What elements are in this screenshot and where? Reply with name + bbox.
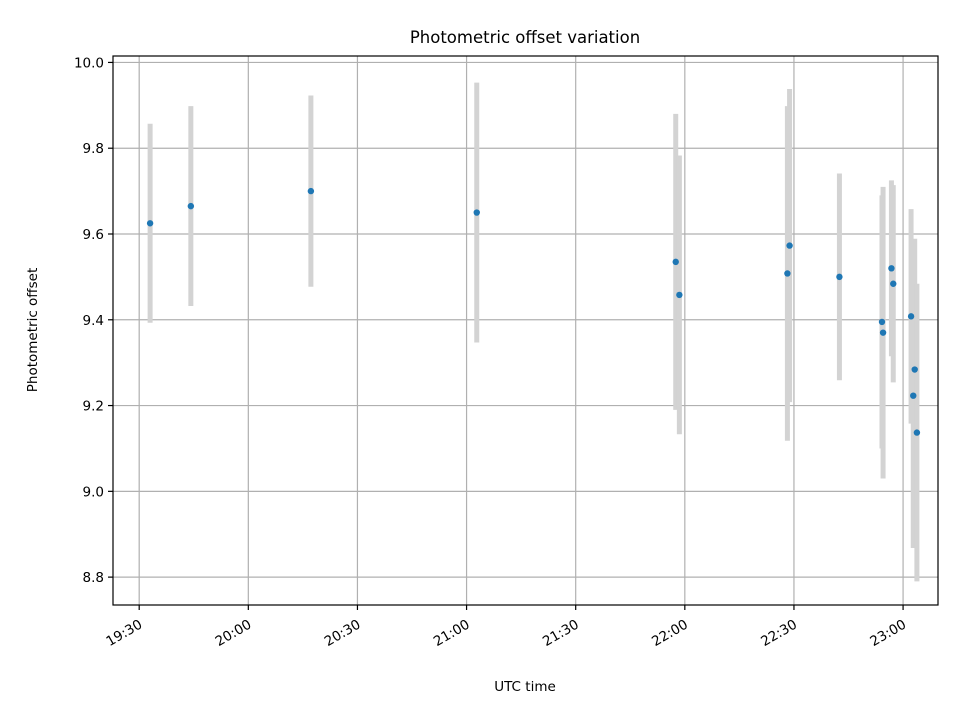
data-point xyxy=(879,329,887,336)
data-point xyxy=(672,258,679,266)
chart-title: Photometric offset variation xyxy=(410,28,640,47)
y-axis-label: Photometric offset xyxy=(25,268,41,392)
x-tick-label: 20:00 xyxy=(213,617,255,650)
y-axis-ticks: 8.8 9.0 9.2 9.4 9.6 9.8 10.0 xyxy=(74,55,113,586)
data-point xyxy=(676,291,683,299)
data-point xyxy=(473,209,480,216)
x-tick-label: 22:00 xyxy=(649,617,691,650)
data-point xyxy=(911,366,918,373)
y-tick-label: 9.2 xyxy=(83,399,104,415)
data-point xyxy=(307,187,315,195)
y-tick-label: 9.6 xyxy=(83,227,104,243)
x-tick-label: 21:00 xyxy=(431,617,473,650)
x-axis-ticks: 19:30 20:00 20:30 21:00 21:30 22:00 22:30 23:00 xyxy=(103,605,909,650)
y-tick-label: 8.8 xyxy=(83,570,104,586)
x-tick-label: 20:30 xyxy=(322,617,364,650)
data-point xyxy=(888,265,895,272)
data-point xyxy=(836,273,843,281)
x-axis-label: UTC time xyxy=(494,679,556,695)
data-point xyxy=(786,242,793,249)
data-point xyxy=(146,220,154,227)
data-point xyxy=(187,202,195,210)
error-bars xyxy=(147,82,920,582)
data-point xyxy=(878,318,886,326)
data-point xyxy=(913,429,921,436)
data-point xyxy=(910,392,917,399)
y-tick-label: 9.8 xyxy=(83,141,104,157)
data-points xyxy=(146,187,921,436)
plot-frame xyxy=(112,55,939,606)
grid-lines xyxy=(113,56,938,605)
y-tick-label: 10.0 xyxy=(74,55,104,71)
x-tick-label: 19:30 xyxy=(103,617,145,650)
x-tick-label: 21:30 xyxy=(540,617,582,650)
data-point xyxy=(907,313,915,320)
data-point xyxy=(890,280,897,287)
y-tick-label: 9.0 xyxy=(83,484,104,500)
data-point xyxy=(784,270,791,277)
x-tick-label: 22:30 xyxy=(758,617,800,650)
y-tick-label: 9.4 xyxy=(83,313,104,329)
x-tick-label: 23:00 xyxy=(867,617,909,650)
